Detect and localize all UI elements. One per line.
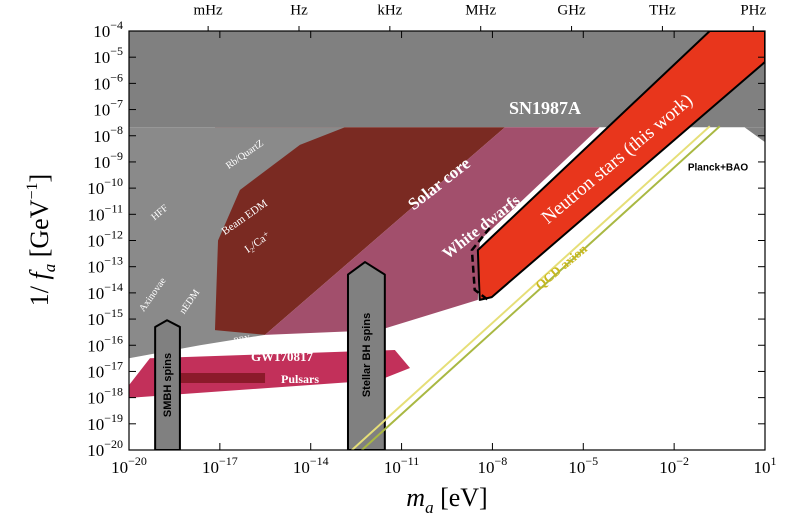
line [351,125,711,450]
x-tick-label: 10−2 [659,454,689,477]
x-tick-label: 10−11 [384,454,419,477]
y-tick-label: 10−6 [93,70,123,93]
x-tick-label: 10−17 [202,454,238,477]
y-tick-label: 10−19 [87,411,123,434]
region [129,31,765,128]
x2-tick-label: THz [649,2,676,18]
x2-tick-label: Hz [290,2,308,18]
annotation: Planck+BAO [688,163,749,174]
y-tick-label: 10−11 [88,201,123,224]
annotation: Pulsars [281,372,319,386]
x-tick-label: 10−20 [111,454,147,477]
y-tick-label: 10−12 [87,227,123,250]
region [155,373,266,384]
y-tick-label: 10−17 [87,358,123,381]
region [476,31,765,301]
region [129,349,411,398]
y-tick-label: 10−13 [87,253,123,276]
y-tick-label: 10−15 [87,306,123,329]
annotation: GW170817 [251,349,314,364]
x-tick-label: 10−14 [293,454,329,477]
y-axis-label: 1/ fa [GeV−1] [24,174,59,306]
y-tick-label: 10−20 [87,437,123,460]
y-tick-label: 10−18 [87,384,123,407]
x2-tick-label: PHz [740,2,766,18]
y-tick-label: 10−7 [93,96,123,119]
region [744,127,765,143]
region [346,261,386,450]
x2-tick-label: GHz [557,2,586,18]
x-tick-label: 101 [754,454,777,477]
y-tick-label: 10−9 [93,149,123,172]
y-tick-label: 10−16 [87,332,123,355]
y-tick-label: 10−14 [87,280,123,303]
x2-tick-label: MHz [465,2,496,18]
y-tick-label: 10−8 [93,123,123,146]
y-tick-label: 10−10 [87,175,123,198]
annotation: SMBH spins [162,353,174,417]
plot-area [129,31,765,450]
x-tick-label: 10−8 [478,454,508,477]
region [214,127,505,335]
x-axis-label: ma [eV] [406,483,487,517]
x-tick-label: 10−5 [568,454,598,477]
region [154,319,181,450]
line [361,125,721,450]
annotation: Stellar BH spins [361,313,373,397]
annotation: SN1987A [509,98,581,118]
annotation: BBN [233,333,251,345]
y-tick-label: 10−5 [93,44,123,67]
x2-tick-label: mHz [194,2,224,18]
region [129,127,345,359]
line [470,227,491,301]
y-tick-label: 10−4 [93,18,123,41]
x2-tick-label: kHz [377,2,402,18]
